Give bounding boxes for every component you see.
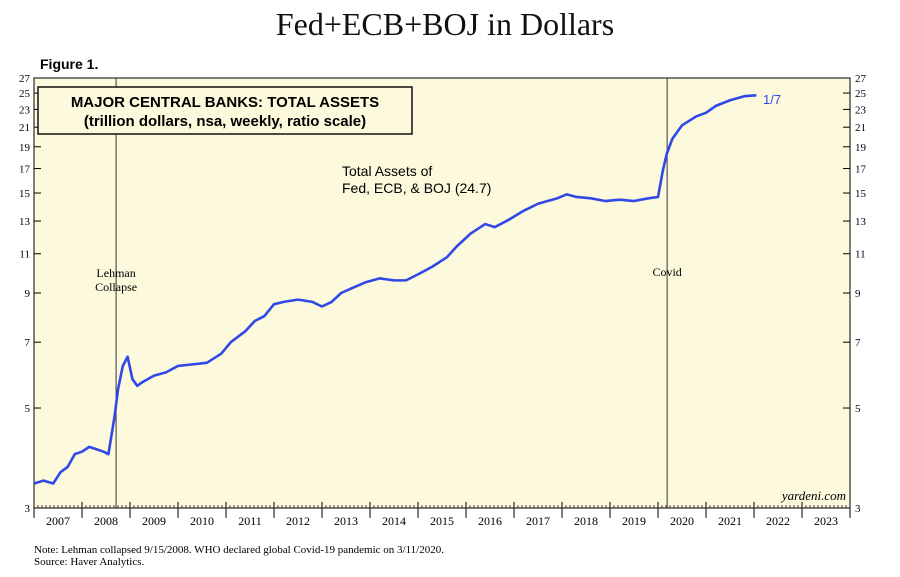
series-annotation-line1: Total Assets of — [342, 163, 432, 179]
x-tick-label-2014: 2014 — [382, 514, 406, 528]
y-tick-label-right-27: 27 — [855, 73, 867, 85]
y-tick-label-right-13: 13 — [855, 216, 867, 228]
x-tick-label-2020: 2020 — [670, 514, 694, 528]
watermark: yardeni.com — [780, 488, 846, 503]
x-tick-label-2012: 2012 — [286, 514, 310, 528]
y-tick-label-right-17: 17 — [855, 164, 867, 176]
y-tick-label-left-25: 25 — [19, 88, 31, 100]
x-tick-label-2007: 2007 — [46, 514, 70, 528]
y-tick-label-left-23: 23 — [19, 104, 31, 116]
x-tick-label-2021: 2021 — [718, 514, 742, 528]
y-tick-label-right-15: 15 — [855, 188, 867, 200]
chart-title: MAJOR CENTRAL BANKS: TOTAL ASSETS — [71, 94, 379, 111]
y-axis-left: 3 5 7 9 11 13 15 17 19 21 23 25 27 — [19, 73, 41, 515]
y-tick-label-right-25: 25 — [855, 88, 867, 100]
y-tick-label-left-7: 7 — [25, 337, 31, 349]
x-tick-label-2008: 2008 — [94, 514, 118, 528]
y-tick-label-right-3: 3 — [855, 503, 861, 515]
lehman-annotation-line1: Lehman — [96, 266, 135, 280]
y-tick-label-left-21: 21 — [19, 122, 30, 134]
y-tick-label-left-5: 5 — [25, 403, 31, 415]
x-tick-label-2013: 2013 — [334, 514, 358, 528]
lehman-annotation-line2: Collapse — [95, 280, 137, 294]
y-tick-label-left-15: 15 — [19, 188, 31, 200]
covid-annotation: Covid — [652, 265, 681, 279]
x-tick-label-2023: 2023 — [814, 514, 838, 528]
series-line-total-assets — [33, 94, 757, 485]
y-tick-label-left-27: 27 — [19, 73, 31, 85]
y-tick-label-left-19: 19 — [19, 142, 31, 154]
y-tick-label-right-5: 5 — [855, 403, 861, 415]
x-tick-label-2017: 2017 — [526, 514, 550, 528]
chart-title-box — [37, 86, 413, 135]
x-tick-label-2019: 2019 — [622, 514, 646, 528]
x-axis: 2007 2008 2009 2010 2011 2012 2013 2014 2015 2016… — [33, 502, 851, 528]
y-tick-label-right-7: 7 — [855, 337, 861, 349]
x-tick-label-2016: 2016 — [478, 514, 502, 528]
x-tick-label-2015: 2015 — [430, 514, 454, 528]
x-tick-label-2010: 2010 — [190, 514, 214, 528]
y-tick-label-left-9: 9 — [25, 288, 31, 300]
y-axis-right: 3 5 7 9 11 13 15 17 19 21 23 25 27 — [843, 73, 867, 515]
footnote-source: Source: Haver Analytics. — [34, 556, 145, 568]
y-tick-label-right-19: 19 — [855, 142, 867, 154]
series-annotation-line2: Fed, ECB, & BOJ (24.7) — [342, 180, 491, 196]
y-tick-label-left-11: 11 — [19, 249, 30, 261]
footnote: Note: Lehman collapsed 9/15/2008. WHO de… — [34, 544, 444, 568]
page-title: Fed+ECB+BOJ in Dollars — [275, 6, 615, 42]
y-tick-label-left-3: 3 — [25, 503, 31, 515]
y-tick-label-right-23: 23 — [855, 104, 867, 116]
x-tick-label-2009: 2009 — [142, 514, 166, 528]
x-tick-label-2011: 2011 — [238, 514, 262, 528]
y-tick-label-left-13: 13 — [19, 216, 31, 228]
y-tick-label-right-9: 9 — [855, 288, 861, 300]
y-tick-label-right-21: 21 — [855, 122, 866, 134]
x-tick-label-2022: 2022 — [766, 514, 790, 528]
x-tick-label-2018: 2018 — [574, 514, 598, 528]
plot-area — [33, 77, 851, 509]
chart-subtitle: (trillion dollars, nsa, weekly, ratio sc… — [84, 113, 366, 130]
figure-label: Figure 1. — [40, 56, 99, 72]
series-end-label: 1/7 — [763, 92, 781, 107]
y-tick-label-right-11: 11 — [855, 249, 866, 261]
y-tick-label-left-17: 17 — [19, 164, 31, 176]
footnote-note: Note: Lehman collapsed 9/15/2008. WHO de… — [34, 544, 444, 556]
